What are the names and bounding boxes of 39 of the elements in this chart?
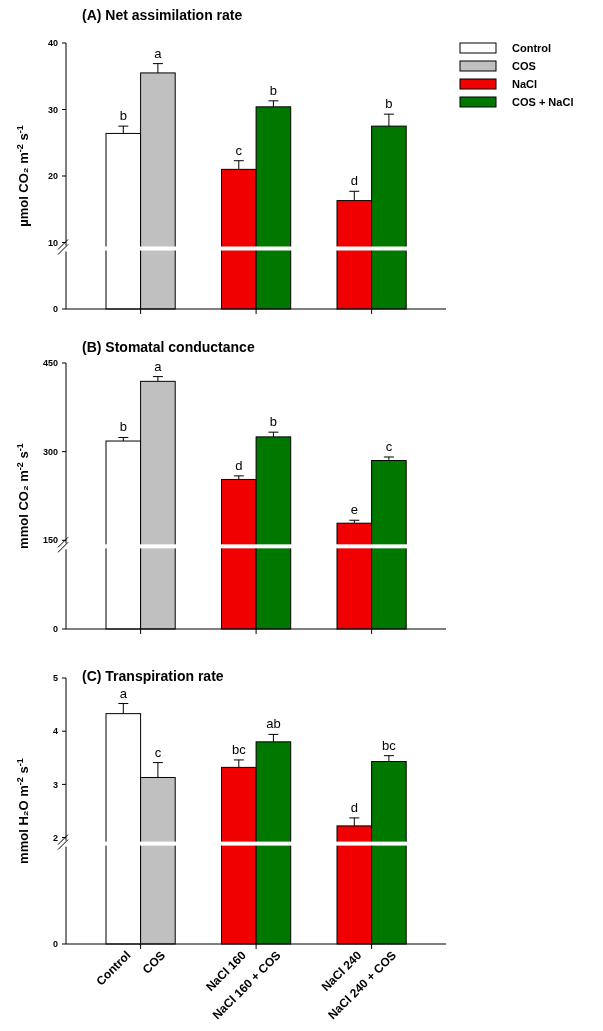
legend-label: Control — [512, 41, 552, 54]
chart-title: (C) Transpiration rate — [82, 668, 224, 684]
y-tick-label: 0 — [52, 624, 58, 635]
y-tick-label: 150 — [42, 535, 58, 546]
chart-title: (A) Net assimilation rate — [82, 7, 243, 23]
annotation: b — [119, 108, 127, 124]
annotation: bc — [382, 737, 397, 753]
annotation: e — [350, 502, 358, 518]
y-tick-label: 20 — [47, 171, 58, 182]
y-tick-label: 0 — [52, 304, 58, 315]
annotation: bc — [231, 741, 247, 757]
y-tick-label: 0 — [52, 939, 58, 950]
y-tick-label: 300 — [42, 446, 58, 457]
annotation: d — [235, 457, 243, 473]
annotation: b — [269, 82, 278, 98]
legend-label: COS + NaCl — [512, 95, 574, 108]
annotation: d — [350, 173, 358, 189]
y-tick-label: 4 — [52, 726, 58, 737]
annotation: c — [235, 142, 243, 158]
annotation: c — [385, 438, 393, 454]
y-tick-label: 5 — [52, 673, 58, 684]
annotation: c — [154, 744, 162, 760]
legend-label: COS — [512, 59, 536, 72]
annotation: a — [119, 685, 128, 701]
legend-label: NaCl — [512, 77, 538, 90]
annotation: a — [154, 358, 163, 374]
annotation: b — [385, 96, 393, 112]
y-tick-label: 30 — [47, 104, 58, 115]
annotation: b — [119, 419, 127, 435]
annotation: b — [269, 414, 278, 430]
y-tick-label: 40 — [47, 38, 58, 49]
y-tick-label: 3 — [52, 779, 58, 790]
y-tick-label: 450 — [42, 358, 58, 369]
y-tick-label: 2 — [52, 832, 58, 843]
y-tick-label: 10 — [47, 237, 58, 248]
annotation: ab — [266, 716, 281, 732]
annotation: d — [350, 799, 358, 815]
chart-title: (B) Stomatal conductance — [82, 339, 255, 355]
annotation: a — [154, 45, 163, 61]
